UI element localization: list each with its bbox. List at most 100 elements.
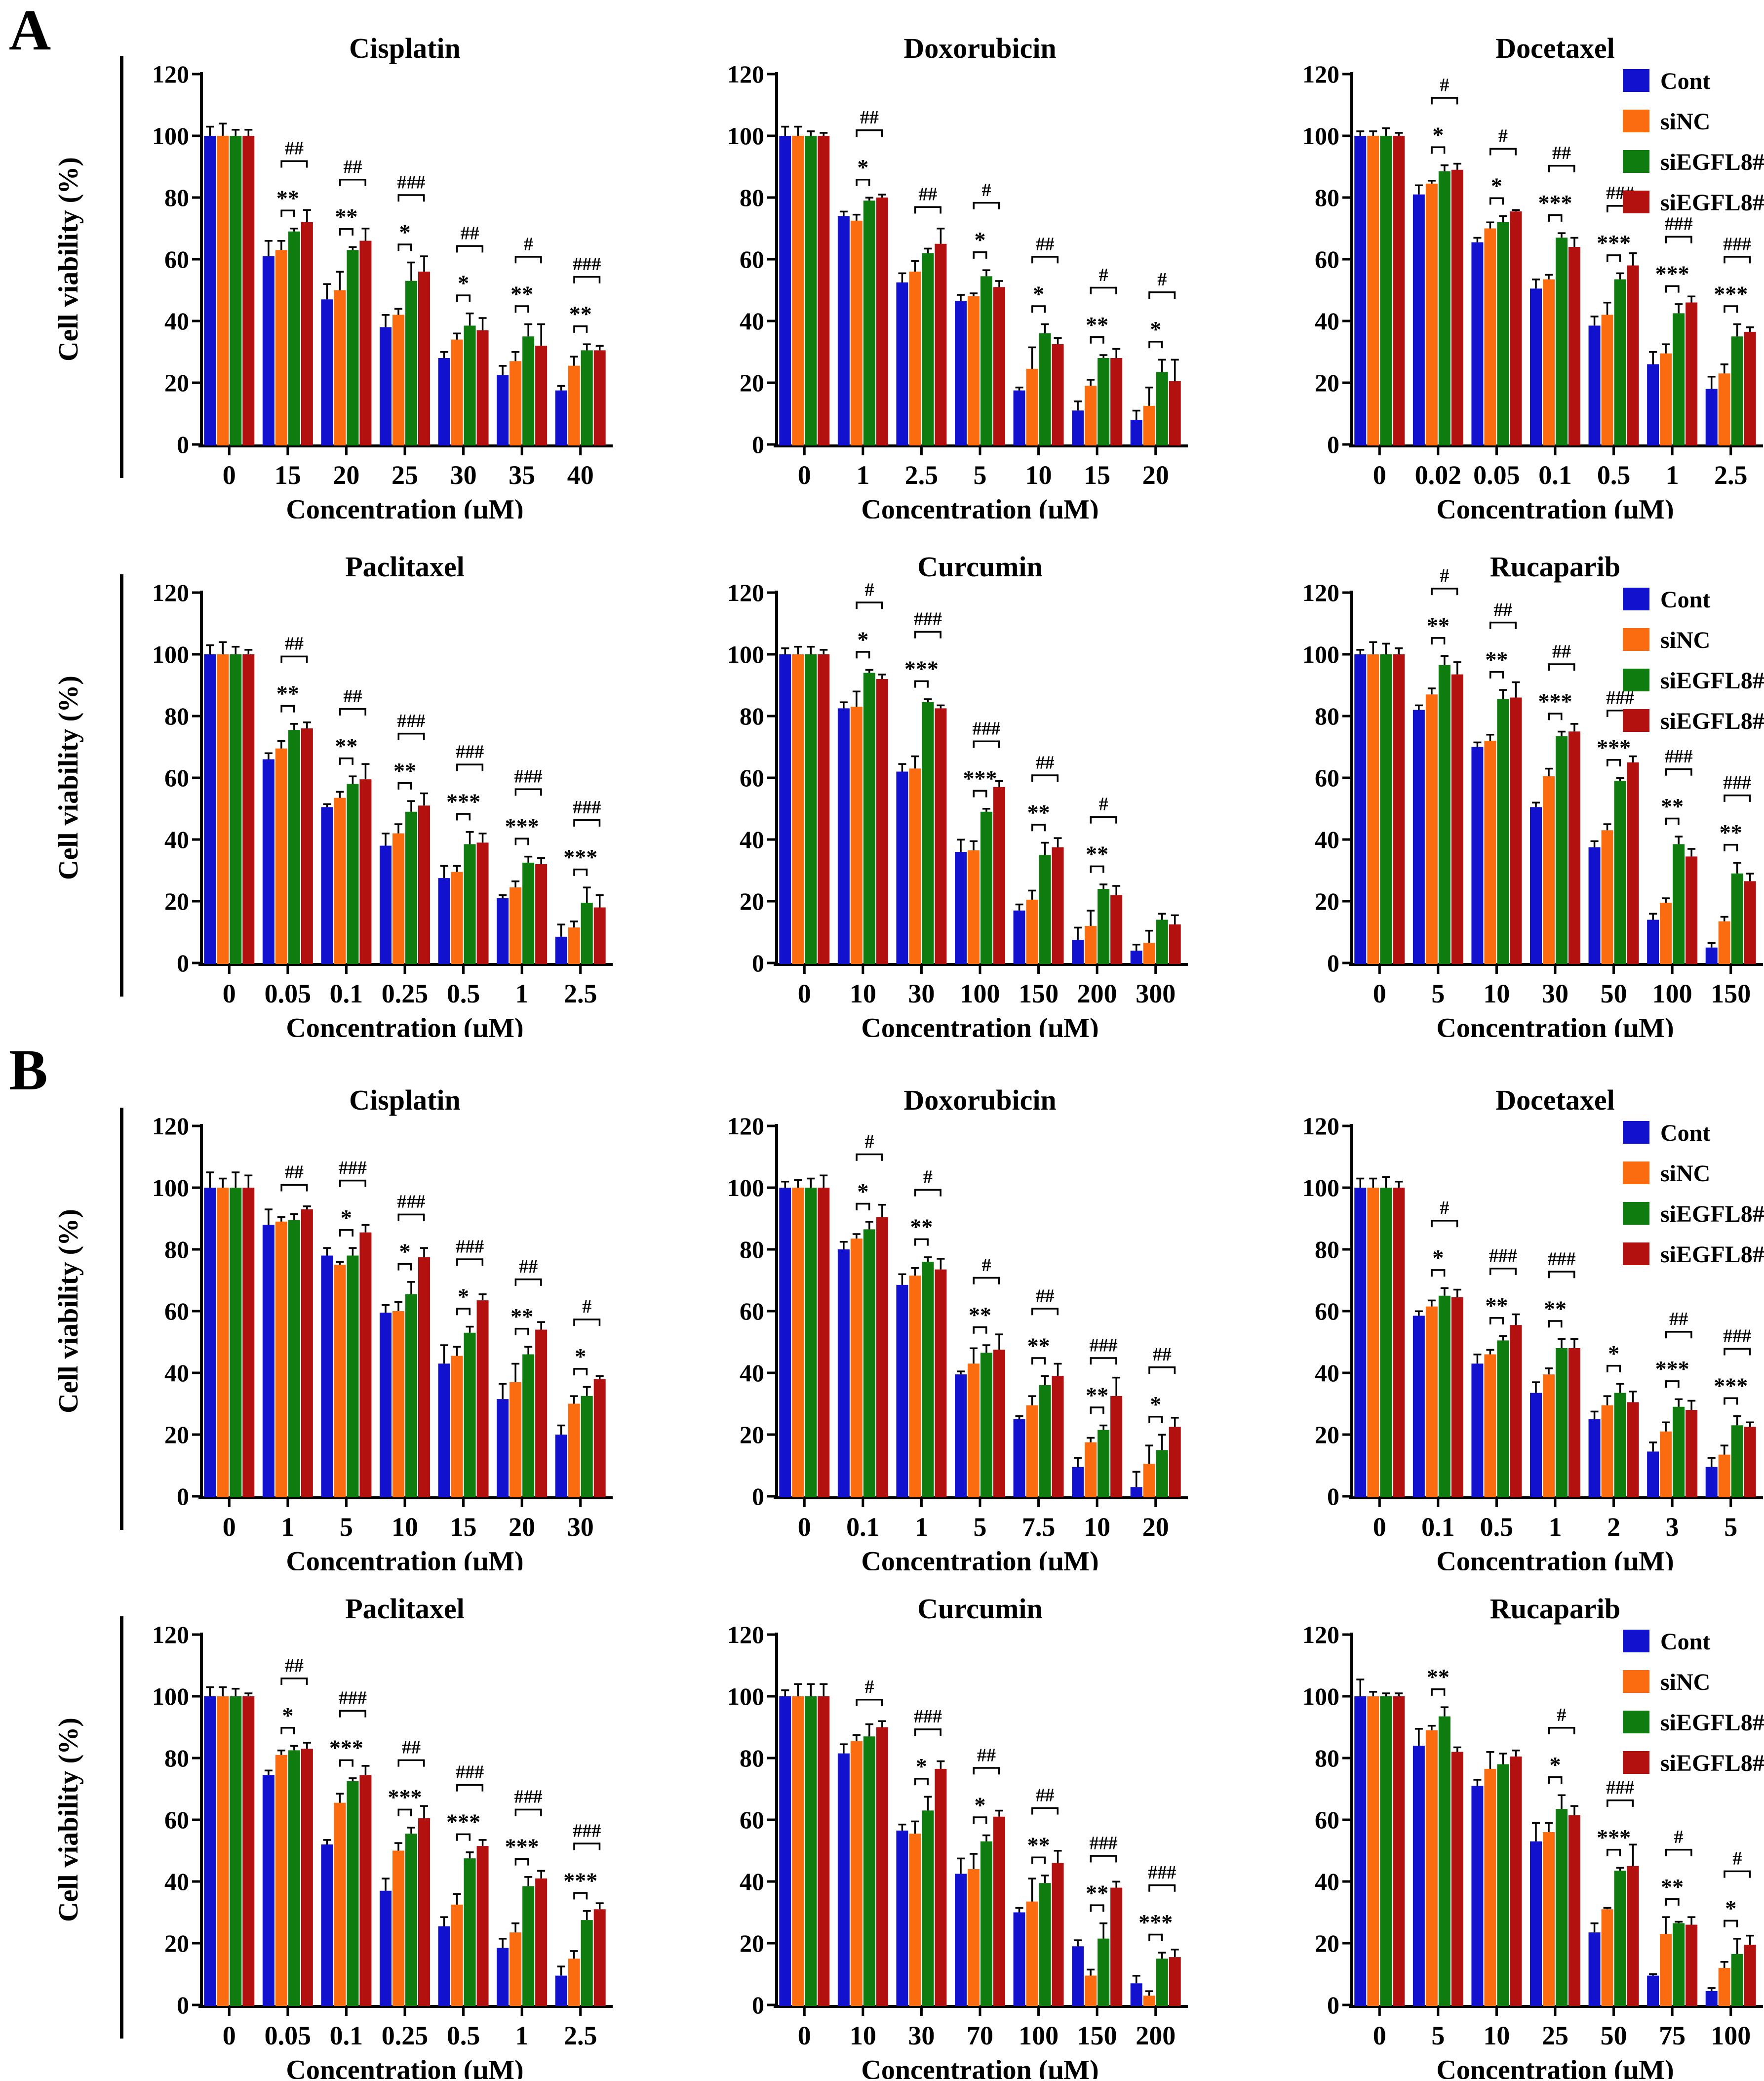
error-bar-cap [1590, 840, 1599, 842]
y-tick [767, 1880, 775, 1883]
error-bar-cap [206, 1171, 214, 1173]
star-bracket-cap [1678, 285, 1680, 293]
bar-Cont [204, 136, 216, 445]
y-tick-label: 120 [727, 1621, 764, 1648]
error-bar-cap [336, 791, 344, 793]
star-bracket-cap [1431, 146, 1433, 154]
error-bar [1652, 1442, 1654, 1452]
bar-siEGFL8#2 [1568, 247, 1580, 445]
hash-annotation: ### [456, 1236, 484, 1257]
star-bracket-cap [985, 1816, 987, 1824]
bar-siEGFL8#1 [805, 1696, 817, 2006]
x-tick [1495, 1499, 1498, 1507]
star-bracket-cap [352, 1229, 353, 1237]
error-bar [901, 763, 903, 772]
hash-bracket [1666, 236, 1692, 238]
error-bar [598, 1903, 601, 1910]
error-bar [856, 214, 858, 221]
y-tick [1342, 73, 1350, 76]
error-bar-cap [1746, 873, 1754, 875]
error-bar [1057, 838, 1059, 847]
error-bar [960, 840, 962, 852]
y-tick-label: 40 [164, 826, 189, 853]
bar-siNC [1718, 1968, 1730, 2006]
error-bar [914, 1821, 916, 1834]
hash-bracket-cap [1431, 97, 1433, 105]
bar-siNC [1660, 1431, 1672, 1497]
hash-bracket [515, 1808, 542, 1811]
star-bracket [515, 838, 529, 840]
bar-siEGFL8#2 [593, 1379, 606, 1497]
bar-siEGFL8#2 [1744, 1945, 1756, 2006]
error-bar-cap [499, 1938, 507, 1940]
error-bar-cap [453, 332, 461, 334]
star-bracket-cap [1619, 254, 1621, 262]
hash-bracket-cap [1690, 236, 1692, 243]
y-tick [767, 1633, 775, 1636]
error-bar [1606, 824, 1608, 831]
error-bar-cap [1675, 303, 1683, 305]
hash-bracket-cap [1665, 236, 1667, 243]
bar-siNC [1660, 353, 1672, 445]
x-axis-title: Concentration (μM) [286, 2055, 523, 2079]
y-tick [767, 134, 775, 137]
legend-label-Cont: Cont [1660, 587, 1710, 613]
error-bar [222, 1178, 224, 1188]
error-bar [456, 1894, 458, 1905]
y-tick [1342, 1880, 1350, 1883]
error-bar-cap [323, 1839, 331, 1841]
star-bracket-cap [1607, 254, 1608, 262]
error-bar [1102, 355, 1104, 358]
hash-bracket-cap [940, 1189, 941, 1197]
x-tick-label: 5 [974, 460, 987, 490]
bar-siEGFL8#1 [405, 280, 417, 445]
legend-swatch-siEGFL8#2 [1623, 1242, 1649, 1265]
legend-label-siNC: siNC [1660, 109, 1710, 135]
hash-annotation: # [1440, 565, 1449, 586]
x-tick-label: 10 [850, 979, 876, 1008]
bar-siEGFL8#1 [230, 1188, 242, 1497]
bar-siEGFL8#2 [1627, 762, 1639, 964]
error-bar-cap [1395, 647, 1403, 649]
bar-siNC [217, 136, 229, 445]
bar-siEGFL8#1 [464, 325, 476, 445]
x-axis-title: Concentration (μM) [1436, 494, 1674, 519]
bar-siNC [1425, 1306, 1438, 1497]
error-bar-cap [511, 1922, 520, 1924]
hash-annotation: ## [402, 1737, 421, 1758]
bar-siEGFL8#1 [1731, 873, 1743, 964]
star-annotation: ** [276, 681, 299, 706]
hash-bracket-cap [306, 655, 308, 663]
hash-bracket-cap [1174, 291, 1176, 299]
star-bracket [1431, 1269, 1445, 1271]
bar-siNC [1425, 183, 1438, 445]
hash-bracket-cap [998, 201, 1000, 209]
error-bar-cap [1512, 209, 1520, 211]
error-bar-cap [878, 194, 886, 196]
hash-bracket [1091, 286, 1117, 289]
error-bar-cap [511, 1362, 520, 1365]
bar-siNC [334, 290, 346, 445]
star-bracket-cap [1443, 1688, 1446, 1696]
error-bar-cap [781, 125, 789, 128]
hash-bracket [1549, 1271, 1574, 1273]
x-tick [345, 966, 348, 974]
bar-siNC [1085, 386, 1097, 445]
y-axis-spine [775, 1633, 778, 2007]
legend-label-siEGFL8#1: siEGFL8#1 [1660, 1710, 1764, 1736]
error-bar [1606, 1396, 1608, 1405]
error-bar-cap [1616, 1383, 1624, 1385]
x-tick [520, 1499, 523, 1507]
x-tick [1378, 1499, 1381, 1507]
hash-bracket-cap [397, 1759, 399, 1767]
hash-annotation: ### [1548, 1248, 1576, 1269]
star-bracket-cap [527, 1327, 529, 1335]
hash-bracket-cap [1174, 1366, 1176, 1374]
bar-siNC [1543, 279, 1555, 445]
x-tick [228, 966, 231, 974]
hash-bracket-cap [423, 194, 425, 202]
y-tick [1342, 1186, 1350, 1189]
x-tick-label: 5 [974, 1512, 987, 1542]
